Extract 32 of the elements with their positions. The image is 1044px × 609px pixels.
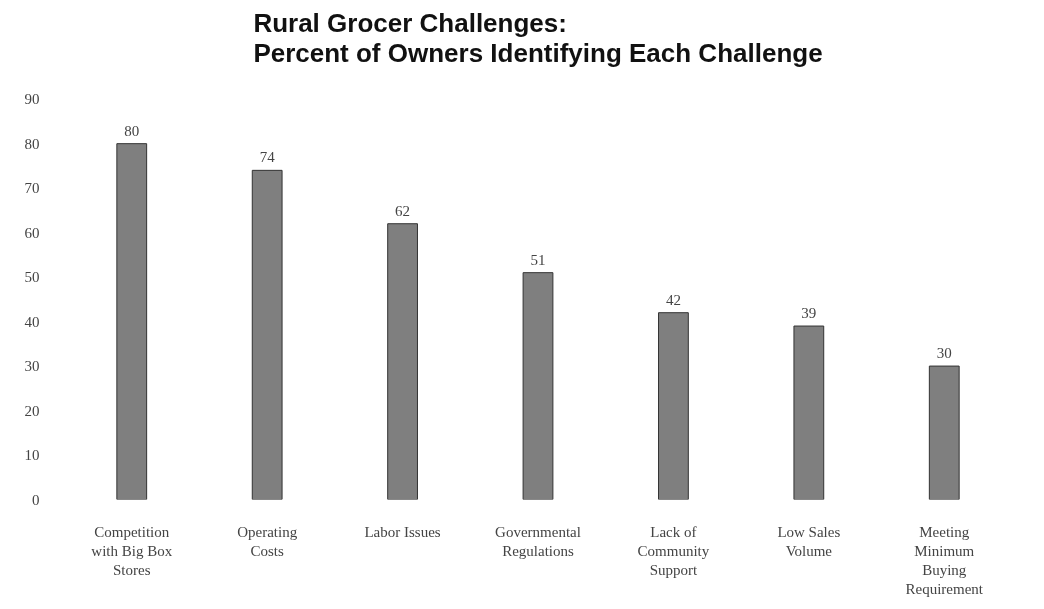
data-label: 51: [530, 251, 546, 268]
bar: [522, 272, 554, 500]
x-tick-label: Meeting Minimum Buying Requirement: [905, 523, 984, 598]
data-label: 74: [259, 149, 276, 166]
y-tick-label: 30: [24, 358, 40, 375]
x-tick-label: Labor Issues: [364, 523, 441, 540]
bar: [116, 143, 148, 500]
x-tick-label: Lack of Community Support: [637, 523, 710, 578]
bar: [251, 169, 283, 500]
y-tick-label: 60: [24, 224, 40, 241]
x-tick-label: Low Sales Volume: [777, 523, 841, 559]
bar: [928, 365, 960, 500]
y-tick-label: 20: [24, 402, 40, 419]
chart-title: Rural Grocer Challenges: Percent of Owners Identifying Each Challenge: [253, 7, 823, 68]
y-tick-label: 10: [24, 447, 40, 464]
y-tick-label: 40: [24, 313, 40, 330]
data-label: 39: [801, 305, 817, 322]
y-tick-label: 0: [32, 491, 40, 508]
data-label: 30: [936, 345, 952, 362]
bar: [793, 325, 825, 500]
data-label: 80: [124, 122, 140, 139]
bar: [658, 312, 689, 500]
y-tick-label: 90: [24, 91, 40, 108]
data-label: 42: [665, 291, 681, 308]
y-tick-label: 70: [24, 180, 40, 197]
bar: [387, 223, 418, 500]
y-tick-label: 80: [24, 135, 40, 152]
y-tick-label: 50: [24, 269, 40, 286]
x-tick-label: Competition with Big Box Stores: [91, 523, 173, 578]
x-tick-label: Governmental Regulations: [495, 523, 581, 559]
x-tick-label: Operating Costs: [237, 523, 298, 559]
data-label: 62: [395, 202, 411, 219]
